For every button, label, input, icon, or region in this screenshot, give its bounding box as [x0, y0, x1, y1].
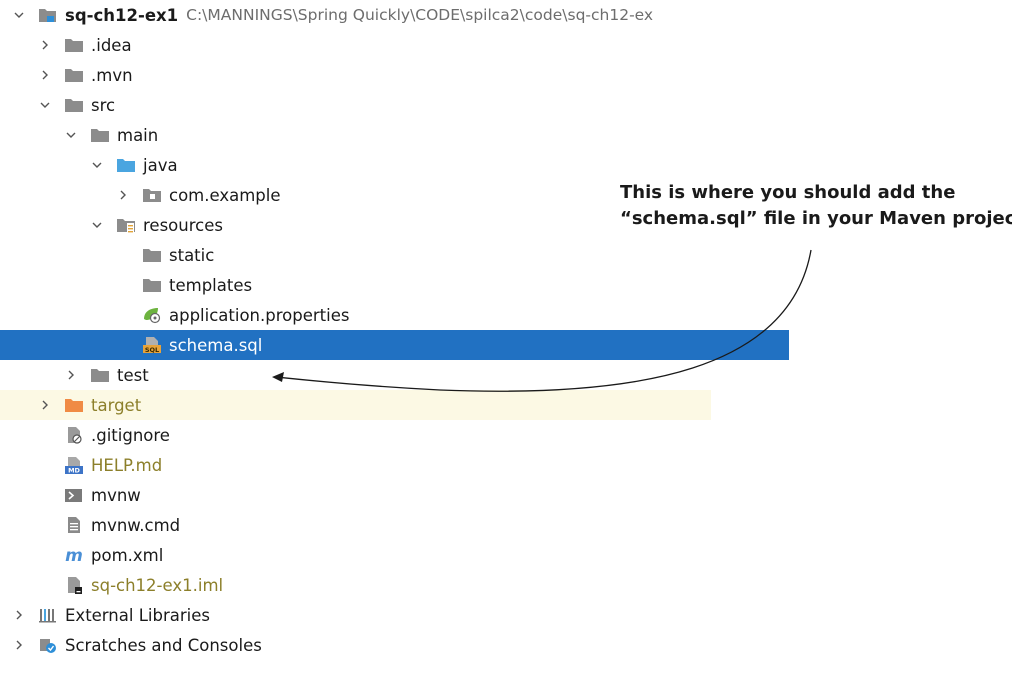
chevron-right-icon[interactable]	[38, 398, 52, 412]
folder-gray-icon	[142, 276, 162, 294]
chevron-right-icon[interactable]	[12, 608, 26, 622]
tree-item-label: java	[143, 155, 178, 175]
callout-line-2: “schema.sql” file in your Maven project.	[620, 208, 1012, 229]
tree-item-label: com.example	[169, 185, 281, 205]
tree-row-application-properties[interactable]: application.properties	[0, 300, 789, 330]
libraries-icon	[38, 606, 58, 624]
tree-row-templates[interactable]: templates	[0, 270, 789, 300]
tree-row-main[interactable]: main	[0, 120, 737, 150]
tree-item-label: Scratches and Consoles	[65, 635, 262, 655]
svg-text:m: m	[65, 546, 83, 564]
tree-item-label: sq-ch12-ex1.iml	[91, 575, 224, 595]
tree-row-test[interactable]: test	[0, 360, 737, 390]
chevron-down-icon[interactable]	[12, 8, 26, 22]
chevron-right-icon[interactable]	[12, 638, 26, 652]
chevron-right-icon[interactable]	[116, 188, 130, 202]
tree-item-label: .mvn	[91, 65, 133, 85]
tree-row-gitignore[interactable]: .gitignore	[0, 420, 711, 450]
chevron-down-icon[interactable]	[90, 218, 104, 232]
chevron-down-icon[interactable]	[90, 158, 104, 172]
tree-row-scratches[interactable]: Scratches and Consoles	[0, 630, 685, 660]
chevron-right-icon[interactable]	[64, 368, 78, 382]
tree-item-label: static	[169, 245, 215, 265]
callout-line-1: This is where you should add the	[620, 182, 956, 203]
tree-item-label: HELP.md	[91, 455, 163, 475]
svg-text:SQL: SQL	[145, 346, 159, 354]
folder-gray-icon	[142, 246, 162, 264]
tree-item-label: .idea	[91, 35, 132, 55]
tree-item-label: mvnw.cmd	[91, 515, 181, 535]
tree-row-com-example[interactable]: com.example	[0, 180, 789, 210]
svg-text:MD: MD	[68, 467, 80, 474]
tree-row-mvnw[interactable]: mvnw	[0, 480, 711, 510]
tree-item-label: resources	[143, 215, 223, 235]
spring-properties-icon	[142, 306, 162, 324]
tree-item-label: src	[91, 95, 116, 115]
folder-gray-icon	[64, 66, 84, 84]
iml-file-icon	[64, 576, 84, 594]
tree-row-src[interactable]: src	[0, 90, 711, 120]
tree-item-label: application.properties	[169, 305, 350, 325]
folder-orange-icon	[64, 396, 84, 414]
callout-annotation: This is where you should add the “schema…	[620, 180, 1012, 232]
tree-row-external-libraries[interactable]: External Libraries	[0, 600, 685, 630]
project-path: C:\MANNINGS\Spring Quickly\CODE\spilca2\…	[186, 6, 654, 24]
tree-item-label: mvnw	[91, 485, 141, 505]
tree-item-label: main	[117, 125, 159, 145]
tree-item-label: schema.sql	[169, 335, 263, 355]
tree-row-schema-sql[interactable]: SQL schema.sql	[0, 330, 789, 360]
folder-blue-icon	[116, 156, 136, 174]
markdown-file-icon: MD	[64, 456, 84, 474]
folder-gray-icon	[64, 36, 84, 54]
tree-row-iml[interactable]: sq-ch12-ex1.iml	[0, 570, 711, 600]
folder-gray-icon	[64, 96, 84, 114]
tree-row-static[interactable]: static	[0, 240, 789, 270]
tree-row-resources[interactable]: resources	[0, 210, 763, 240]
tree-row-help-md[interactable]: MD HELP.md	[0, 450, 711, 480]
tree-row-mvnw-cmd[interactable]: mvnw.cmd	[0, 510, 711, 540]
module-folder-icon	[38, 6, 58, 24]
chevron-right-icon[interactable]	[38, 68, 52, 82]
sql-file-icon: SQL	[142, 336, 162, 354]
tree-row-pom-xml[interactable]: m pom.xml	[0, 540, 711, 570]
project-tree: sq-ch12-ex1 C:\MANNINGS\Spring Quickly\C…	[0, 6, 789, 655]
maven-icon: m	[64, 546, 84, 564]
shell-script-icon	[64, 486, 84, 504]
resources-folder-icon	[116, 216, 136, 234]
tree-item-label: pom.xml	[91, 545, 164, 565]
tree-row-java[interactable]: java	[0, 150, 763, 180]
tree-item-label: target	[91, 395, 142, 415]
chevron-down-icon[interactable]	[64, 128, 78, 142]
tree-row-target[interactable]: target	[0, 390, 711, 420]
tree-item-label: test	[117, 365, 149, 385]
folder-gray-icon	[90, 366, 110, 384]
chevron-right-icon[interactable]	[38, 38, 52, 52]
tree-item-label: .gitignore	[91, 425, 170, 445]
gitignore-file-icon	[64, 426, 84, 444]
project-name: sq-ch12-ex1	[65, 5, 179, 25]
tree-item-label: templates	[169, 275, 253, 295]
text-file-icon	[64, 516, 84, 534]
tree-row-mvn[interactable]: .mvn	[0, 60, 711, 90]
chevron-down-icon[interactable]	[38, 98, 52, 112]
tree-row-project-root[interactable]: sq-ch12-ex1 C:\MANNINGS\Spring Quickly\C…	[0, 0, 685, 30]
tree-row-idea[interactable]: .idea	[0, 30, 711, 60]
scratches-icon	[38, 636, 58, 654]
package-icon	[142, 186, 162, 204]
tree-item-label: External Libraries	[65, 605, 210, 625]
folder-gray-icon	[90, 126, 110, 144]
